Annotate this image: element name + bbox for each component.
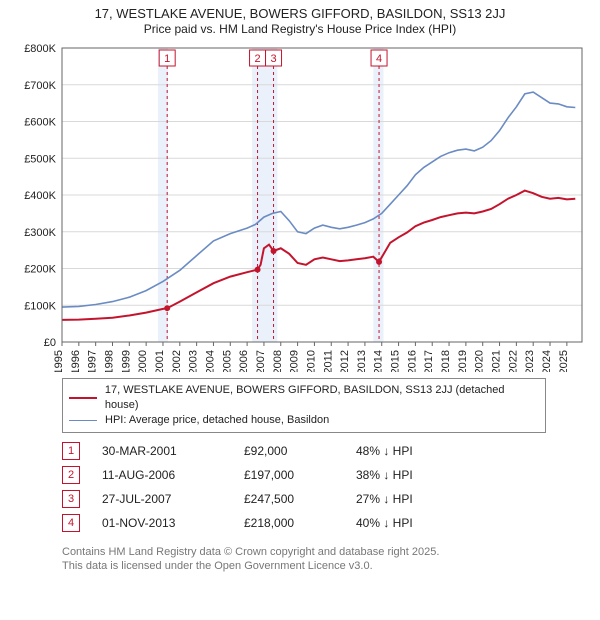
svg-text:2015: 2015 bbox=[390, 350, 402, 372]
svg-text:1997: 1997 bbox=[87, 350, 99, 372]
annotation-pct-vs-hpi: 48% ↓ HPI bbox=[356, 444, 446, 458]
footnote-line2: This data is licensed under the Open Gov… bbox=[62, 559, 590, 573]
data-attribution: Contains HM Land Registry data © Crown c… bbox=[62, 545, 590, 574]
svg-text:£0: £0 bbox=[44, 337, 56, 349]
svg-text:£700K: £700K bbox=[24, 80, 56, 92]
svg-text:2014: 2014 bbox=[373, 350, 385, 372]
chart-title-line2: Price paid vs. HM Land Registry's House … bbox=[10, 22, 590, 36]
annotation-pct-vs-hpi: 27% ↓ HPI bbox=[356, 492, 446, 506]
annotation-date: 30-MAR-2001 bbox=[102, 444, 222, 458]
svg-text:£100K: £100K bbox=[24, 301, 56, 313]
svg-text:2001: 2001 bbox=[154, 350, 166, 372]
annotation-row: 4 01-NOV-2013 £218,000 40% ↓ HPI bbox=[62, 511, 590, 535]
annotation-marker: 3 bbox=[62, 490, 80, 508]
annotation-marker: 4 bbox=[62, 514, 80, 532]
svg-text:2023: 2023 bbox=[524, 350, 536, 372]
annotation-pct-vs-hpi: 40% ↓ HPI bbox=[356, 516, 446, 530]
footnote-line1: Contains HM Land Registry data © Crown c… bbox=[62, 545, 590, 559]
legend-label-hpi: HPI: Average price, detached house, Basi… bbox=[105, 413, 329, 428]
svg-text:£200K: £200K bbox=[24, 264, 56, 276]
annotation-price: £92,000 bbox=[244, 444, 334, 458]
svg-text:2016: 2016 bbox=[406, 350, 418, 372]
svg-text:4: 4 bbox=[376, 53, 382, 65]
svg-text:2013: 2013 bbox=[356, 350, 368, 372]
chart-legend: 17, WESTLAKE AVENUE, BOWERS GIFFORD, BAS… bbox=[62, 378, 546, 433]
svg-text:1996: 1996 bbox=[70, 350, 82, 372]
svg-text:2019: 2019 bbox=[457, 350, 469, 372]
svg-text:2008: 2008 bbox=[272, 350, 284, 372]
svg-text:2018: 2018 bbox=[440, 350, 452, 372]
sale-annotations-table: 1 30-MAR-2001 £92,000 48% ↓ HPI 2 11-AUG-2006… bbox=[62, 439, 590, 535]
svg-text:2003: 2003 bbox=[188, 350, 200, 372]
svg-text:3: 3 bbox=[270, 53, 276, 65]
annotation-date: 01-NOV-2013 bbox=[102, 516, 222, 530]
legend-label-property: 17, WESTLAKE AVENUE, BOWERS GIFFORD, BAS… bbox=[105, 383, 539, 413]
svg-text:1998: 1998 bbox=[103, 350, 115, 372]
svg-text:2010: 2010 bbox=[305, 350, 317, 372]
annotation-row: 2 11-AUG-2006 £197,000 38% ↓ HPI bbox=[62, 463, 590, 487]
annotation-pct-vs-hpi: 38% ↓ HPI bbox=[356, 468, 446, 482]
annotation-marker: 1 bbox=[62, 442, 80, 460]
legend-item-property: 17, WESTLAKE AVENUE, BOWERS GIFFORD, BAS… bbox=[69, 383, 539, 413]
annotation-row: 1 30-MAR-2001 £92,000 48% ↓ HPI bbox=[62, 439, 590, 463]
annotation-marker: 2 bbox=[62, 466, 80, 484]
svg-text:1: 1 bbox=[164, 53, 170, 65]
svg-text:2000: 2000 bbox=[137, 350, 149, 372]
svg-text:2020: 2020 bbox=[474, 350, 486, 372]
svg-text:£800K: £800K bbox=[24, 43, 56, 55]
legend-swatch-property bbox=[69, 397, 97, 399]
svg-text:2005: 2005 bbox=[221, 350, 233, 372]
annotation-price: £218,000 bbox=[244, 516, 334, 530]
svg-text:2006: 2006 bbox=[238, 350, 250, 372]
annotation-date: 27-JUL-2007 bbox=[102, 492, 222, 506]
svg-text:2004: 2004 bbox=[204, 350, 216, 372]
svg-text:£400K: £400K bbox=[24, 190, 56, 202]
legend-item-hpi: HPI: Average price, detached house, Basi… bbox=[69, 413, 539, 428]
annotation-price: £197,000 bbox=[244, 468, 334, 482]
svg-text:£500K: £500K bbox=[24, 154, 56, 166]
svg-text:2021: 2021 bbox=[491, 350, 503, 372]
svg-text:2007: 2007 bbox=[255, 350, 267, 372]
svg-text:2025: 2025 bbox=[558, 350, 570, 372]
svg-text:1999: 1999 bbox=[120, 350, 132, 372]
svg-text:£300K: £300K bbox=[24, 227, 56, 239]
svg-text:2002: 2002 bbox=[171, 350, 183, 372]
chart-svg: £0 £100K £200K £300K £400K £500K £600K £700K £80… bbox=[10, 42, 590, 372]
svg-text:£600K: £600K bbox=[24, 117, 56, 129]
annotation-row: 3 27-JUL-2007 £247,500 27% ↓ HPI bbox=[62, 487, 590, 511]
legend-swatch-hpi bbox=[69, 420, 97, 421]
annotation-price: £247,500 bbox=[244, 492, 334, 506]
svg-text:2011: 2011 bbox=[322, 350, 334, 372]
svg-text:2009: 2009 bbox=[289, 350, 301, 372]
annotation-date: 11-AUG-2006 bbox=[102, 468, 222, 482]
svg-text:2: 2 bbox=[254, 53, 260, 65]
svg-text:2012: 2012 bbox=[339, 350, 351, 372]
svg-text:1995: 1995 bbox=[53, 350, 65, 372]
svg-text:2017: 2017 bbox=[423, 350, 435, 372]
svg-text:2022: 2022 bbox=[507, 350, 519, 372]
chart-title-line1: 17, WESTLAKE AVENUE, BOWERS GIFFORD, BAS… bbox=[10, 6, 590, 22]
svg-text:2024: 2024 bbox=[541, 350, 553, 372]
price-vs-hpi-chart: £0 £100K £200K £300K £400K £500K £600K £700K £80… bbox=[10, 42, 590, 372]
